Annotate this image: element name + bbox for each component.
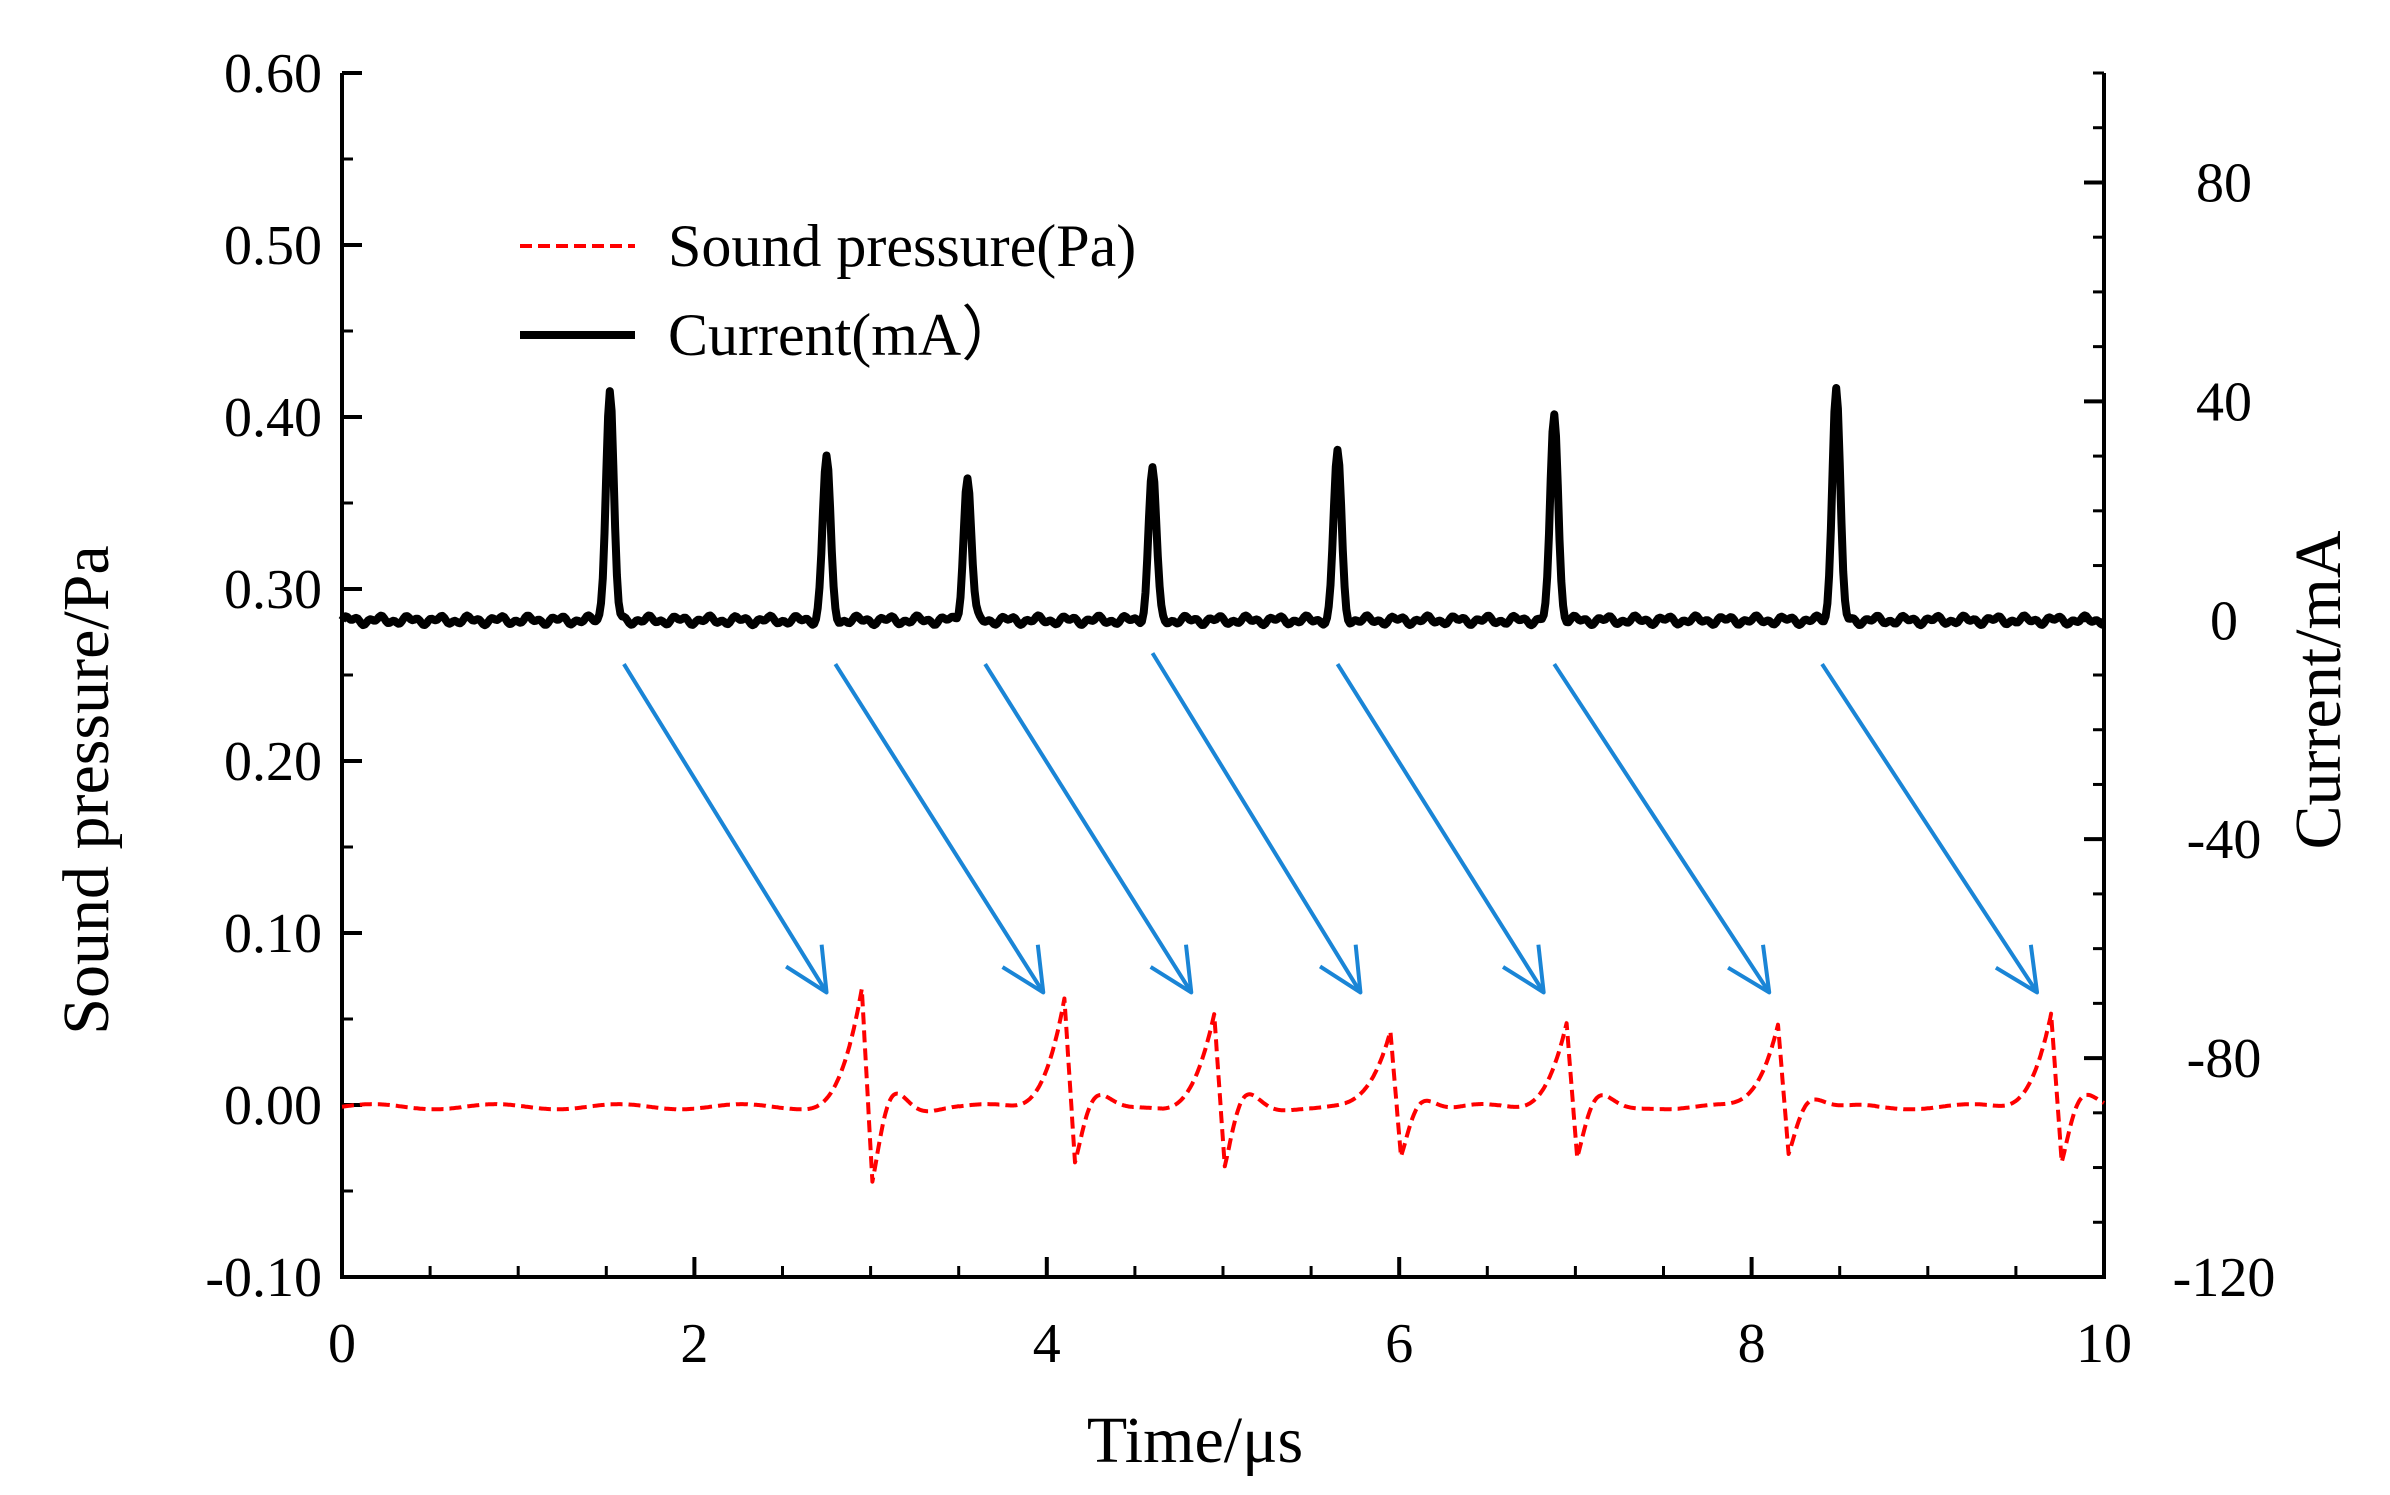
annotation-arrow [622, 663, 829, 995]
current-series-line [338, 384, 2107, 630]
annotation-arrow [1552, 662, 1772, 995]
annotation-arrows [622, 652, 2040, 995]
x-tick-label: 2 [680, 1313, 708, 1375]
arrow-head [1501, 944, 1546, 995]
x-tick-label: 10 [2076, 1313, 2132, 1375]
right-axis-ticks: -120 -80 -40 0 40 80 [2084, 71, 2276, 1309]
axes-frame [340, 73, 2106, 1279]
x-axis-ticks: 0 2 4 6 8 10 [328, 1257, 2132, 1375]
left-tick-label: 0.50 [224, 215, 322, 277]
annotation-arrow [1335, 662, 1546, 995]
legend: Sound pressure(Pa) Current(mA） [520, 213, 1136, 368]
arrow-head [1994, 944, 2040, 995]
arrow-shaft [1150, 652, 1363, 994]
sound-pressure-series-line [340, 986, 2106, 1184]
arrow-shaft [833, 662, 1045, 994]
left-tick-label: -0.10 [205, 1247, 322, 1309]
left-tick-label: 0.20 [224, 731, 322, 793]
x-tick-label: 6 [1385, 1313, 1413, 1375]
arrow-shaft [622, 663, 829, 994]
legend-label-sound-pressure: Sound pressure(Pa) [668, 213, 1136, 279]
arrow-head [785, 944, 829, 995]
plot-area [338, 384, 2107, 1184]
x-axis-title: Time/μs [1087, 1404, 1303, 1477]
right-tick-label: 0 [2210, 590, 2238, 652]
arrow-head [1001, 944, 1046, 995]
x-tick-label: 0 [328, 1313, 356, 1375]
left-tick-label: 0.60 [224, 43, 322, 105]
annotation-arrow [983, 662, 1194, 995]
left-axis-ticks: -0.10 0.00 0.10 0.20 0.30 0.40 0.50 0.60 [205, 43, 362, 1309]
right-tick-label: 40 [2196, 371, 2252, 433]
legend-label-current: Current(mA） [668, 302, 1021, 368]
right-axis-title: Current/mA [2282, 530, 2355, 849]
arrow-shaft [1552, 662, 1771, 994]
arrow-shaft [1335, 662, 1546, 994]
arrow-head [1149, 944, 1194, 995]
right-tick-label: -80 [2187, 1028, 2262, 1090]
annotation-arrow [1820, 662, 2040, 995]
right-tick-label: 80 [2196, 152, 2252, 214]
annotation-arrow [1150, 652, 1363, 995]
x-tick-label: 4 [1033, 1313, 1061, 1375]
arrow-shaft [983, 662, 1193, 994]
arrow-shaft [1820, 662, 2039, 994]
left-axis-title: Sound pressure/Pa [50, 545, 123, 1034]
left-tick-label: 0.00 [224, 1075, 322, 1137]
x-tick-label: 8 [1738, 1313, 1766, 1375]
left-tick-label: 0.10 [224, 903, 322, 965]
left-tick-label: 0.40 [224, 387, 322, 449]
arrow-head [1727, 944, 1772, 995]
annotation-arrow [833, 662, 1046, 995]
right-tick-label: -40 [2187, 809, 2262, 871]
arrow-head [1318, 944, 1363, 995]
right-tick-label: -120 [2173, 1247, 2276, 1309]
left-tick-label: 0.30 [224, 559, 322, 621]
